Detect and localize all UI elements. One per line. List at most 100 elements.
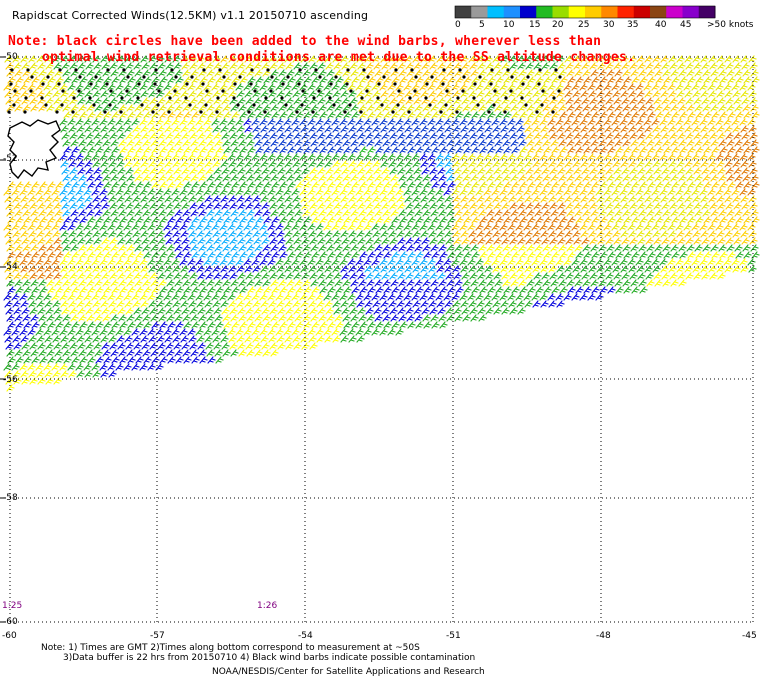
flag-dot [510,75,514,79]
flag-dot [329,82,333,86]
colorbar-swatch [650,6,667,18]
flag-dot [348,103,352,107]
flag-dot [24,96,28,100]
flag-dot [221,89,225,93]
flag-dot [109,89,113,93]
flag-dot [394,68,398,72]
colorbar-outline [454,5,716,19]
flag-dot [541,89,545,93]
flag-dot [312,96,316,100]
flag-dot [119,110,123,114]
flag-dot [280,96,284,100]
flag-dot [92,103,96,107]
colorbar-label-35: 35 [627,20,639,30]
flag-dot [509,89,513,93]
colorbar-swatch [585,6,602,18]
flag-dot [281,82,285,86]
colorbar-label-0: 0 [455,20,461,30]
flag-dot [26,68,30,72]
flag-dot [461,89,465,93]
colorbar-label-15: 15 [529,20,541,30]
flag-dot [137,82,141,86]
flag-dot [204,103,208,107]
colorbar-label-30: 30 [603,20,615,30]
flag-dot [78,75,82,79]
colorbar-label-20: 20 [552,20,564,30]
flag-dot [473,82,477,86]
lon-label-51: -51 [446,631,461,641]
lat-label-56: -56 [3,375,18,385]
wind-barb-group [359,146,376,154]
flag-dot [215,110,219,114]
flag-dot [202,68,206,72]
colorbar-swatch [487,6,505,18]
flag-dot [13,89,17,93]
flag-dot [458,68,462,72]
flag-dot [397,89,401,93]
lon-label-57: -57 [150,631,165,641]
note-line-1: Note: black circles have been added to t… [8,34,602,49]
flag-dot [125,89,129,93]
flag-dot [455,110,459,114]
flag-dot [506,68,510,72]
flag-dot [413,89,417,93]
flag-dot [314,68,318,72]
flag-dot [185,82,189,86]
time-label-2: 1:26 [257,601,278,611]
flag-dot [232,96,236,100]
colorbar-swatch [601,6,618,18]
lon-label-60: -60 [2,631,17,641]
colorbar-label-50: >50 knots [707,20,754,30]
flag-dot [343,110,347,114]
flag-dot [71,110,75,114]
flag-dot [218,68,222,72]
flag-dot [10,68,14,72]
flag-dot [41,82,45,86]
flag-dot [493,89,497,93]
flag-dot [297,82,301,86]
flag-dot [487,110,491,114]
flag-dot [439,110,443,114]
flag-dot [188,103,192,107]
flag-dot [252,103,256,107]
flag-dot [328,96,332,100]
colorbar-label-5: 5 [479,20,485,30]
flag-dot [540,103,544,107]
colorbar-swatch [471,6,488,18]
flag-dot [168,96,172,100]
flag-dot [301,89,305,93]
flag-dot [184,96,188,100]
flag-dot [286,75,290,79]
flag-dot [300,103,304,107]
flag-dot [205,89,209,93]
flag-dot [490,68,494,72]
flag-dot [366,75,370,79]
footer-credit: NOAA/NESDIS/Center for Satellite Applica… [212,667,485,677]
flag-dot [88,96,92,100]
flag-dot [332,103,336,107]
flag-dot [526,75,530,79]
flag-dot [428,103,432,107]
flag-dot [233,82,237,86]
flag-dot [284,103,288,107]
lat-label-58: -58 [3,493,18,503]
flag-dot [551,110,555,114]
flag-dot [269,89,273,93]
wind-barbs [3,55,760,392]
flag-dot [408,96,412,100]
flag-dot [462,75,466,79]
colorbar-swatch [503,6,521,18]
flag-dot [396,103,400,107]
lat-label-50: -50 [3,52,18,62]
colorbar-swatch [552,6,570,18]
flag-dot [334,75,338,79]
lat-ticks [0,56,6,623]
flag-dot [393,82,397,86]
flag-dot [430,75,434,79]
flag-dot [238,75,242,79]
flag-dot [46,75,50,79]
flag-dot [199,110,203,114]
falkland-islands-land [7,119,61,180]
flag-dot [318,75,322,79]
flag-dot [77,89,81,93]
